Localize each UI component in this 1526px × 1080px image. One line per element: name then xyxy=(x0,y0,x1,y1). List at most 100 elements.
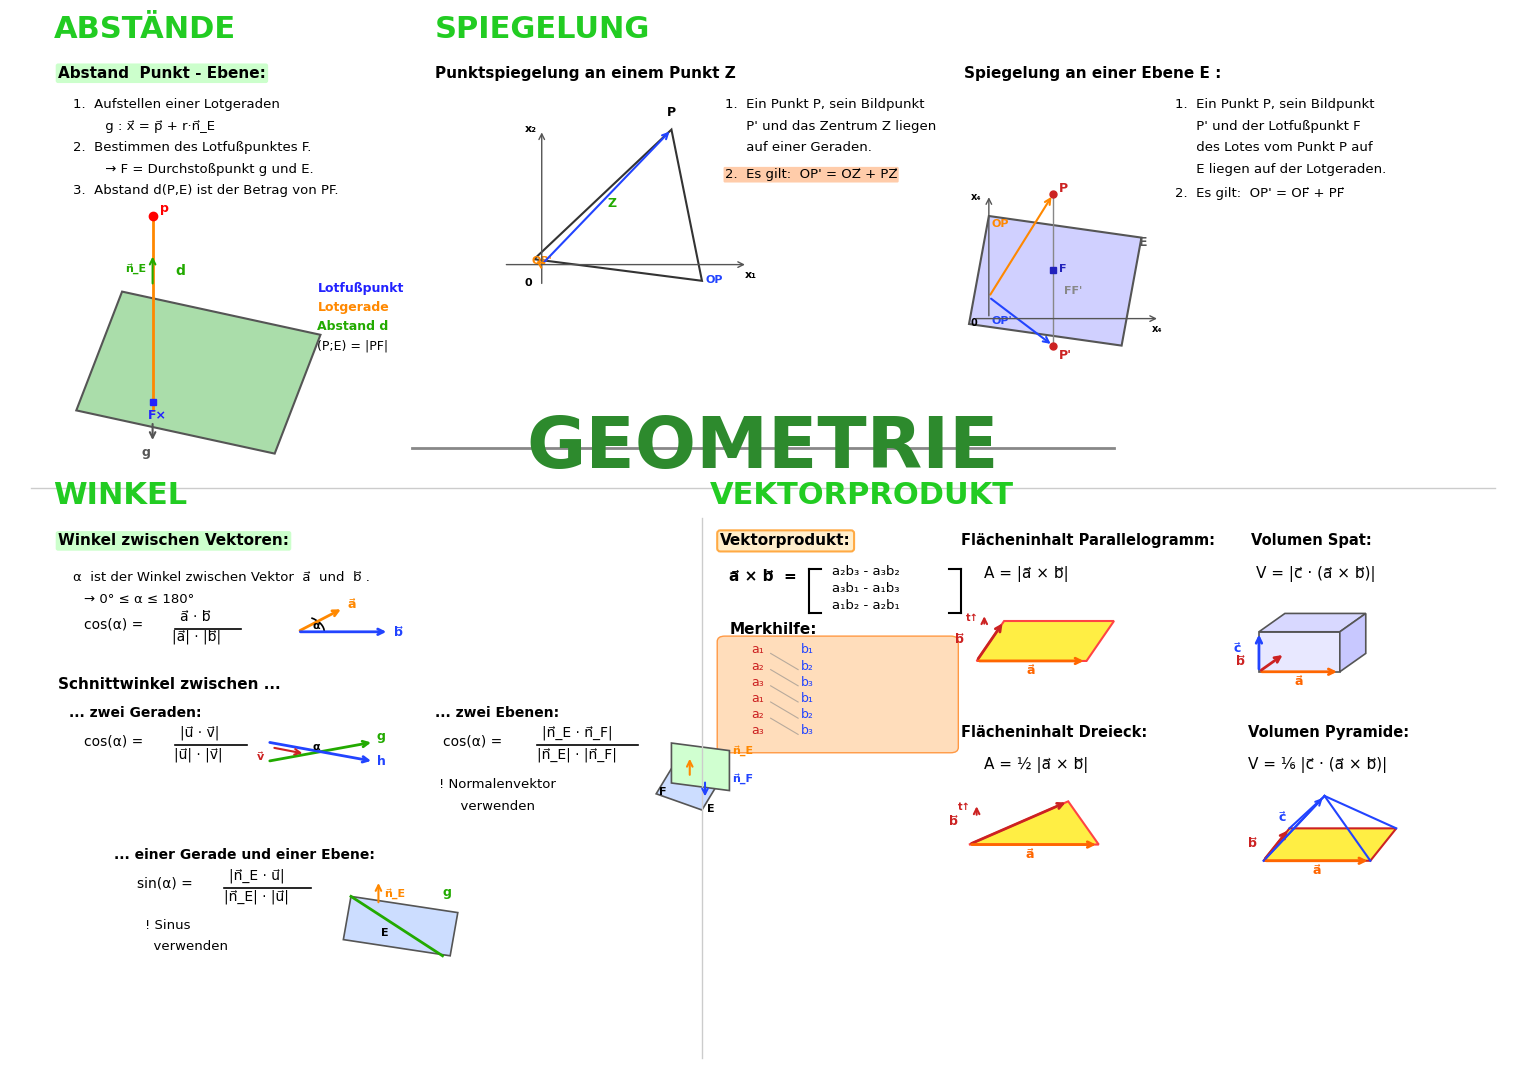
Polygon shape xyxy=(1340,613,1366,672)
Text: |n⃗_E · n⃗_F|: |n⃗_E · n⃗_F| xyxy=(542,726,612,740)
Text: g: g xyxy=(142,446,151,459)
Text: d: d xyxy=(175,265,185,279)
Text: FF': FF' xyxy=(1064,286,1082,296)
Text: b₃: b₃ xyxy=(801,676,813,689)
Text: a⃗: a⃗ xyxy=(348,598,357,611)
Text: Abstand  Punkt - Ebene:: Abstand Punkt - Ebene: xyxy=(58,66,266,81)
Text: cos(α) =: cos(α) = xyxy=(84,734,143,748)
Text: x₄: x₄ xyxy=(971,192,981,202)
FancyBboxPatch shape xyxy=(717,636,958,753)
Text: Abstand d: Abstand d xyxy=(317,321,389,334)
Text: b₂: b₂ xyxy=(801,660,813,673)
Text: F: F xyxy=(659,787,667,797)
Text: a₂: a₂ xyxy=(751,708,763,721)
Text: ... zwei Geraden:: ... zwei Geraden: xyxy=(69,706,201,720)
Polygon shape xyxy=(969,801,1099,845)
Polygon shape xyxy=(969,216,1141,346)
Text: a₁b₂ - a₂b₁: a₁b₂ - a₂b₁ xyxy=(832,599,899,612)
Text: n⃗_F: n⃗_F xyxy=(732,773,754,784)
Text: P': P' xyxy=(1059,349,1073,362)
Text: P: P xyxy=(1059,183,1068,195)
Text: Vektorprodukt:: Vektorprodukt: xyxy=(720,534,852,549)
Text: cos(α) =: cos(α) = xyxy=(443,734,502,748)
Polygon shape xyxy=(1264,828,1396,861)
Text: OP': OP' xyxy=(531,256,552,266)
Text: des Lotes vom Punkt P auf: des Lotes vom Punkt P auf xyxy=(1175,141,1373,154)
Text: Volumen Spat:: Volumen Spat: xyxy=(1251,534,1372,549)
Text: n⃗_E: n⃗_E xyxy=(732,745,754,756)
Text: 0: 0 xyxy=(971,319,977,328)
Polygon shape xyxy=(1259,632,1340,672)
Text: 0: 0 xyxy=(525,279,533,288)
Text: b⃗: b⃗ xyxy=(394,626,403,639)
Text: OP: OP xyxy=(705,275,722,285)
Text: Punktspiegelung an einem Punkt Z: Punktspiegelung an einem Punkt Z xyxy=(435,66,736,81)
Text: 1.  Ein Punkt P, sein Bildpunkt: 1. Ein Punkt P, sein Bildpunkt xyxy=(1175,98,1375,111)
Text: Flächeninhalt Dreieck:: Flächeninhalt Dreieck: xyxy=(961,725,1148,740)
Text: 2.  Es gilt:  OP' = OF⃗ + PF⃗: 2. Es gilt: OP' = OF⃗ + PF⃗ xyxy=(1175,187,1344,200)
Text: P' und das Zentrum Z liegen: P' und das Zentrum Z liegen xyxy=(725,120,935,133)
Text: n⃗_E: n⃗_E xyxy=(385,888,406,899)
Text: h: h xyxy=(377,755,386,768)
Text: Flächeninhalt Parallelogramm:: Flächeninhalt Parallelogramm: xyxy=(961,534,1215,549)
Text: g: g xyxy=(443,887,452,900)
Text: c⃗: c⃗ xyxy=(1279,811,1286,824)
Text: VEKTORPRODUKT: VEKTORPRODUKT xyxy=(710,482,1013,511)
Text: b⃗: b⃗ xyxy=(949,815,958,828)
Text: auf einer Geraden.: auf einer Geraden. xyxy=(725,141,871,154)
Text: E: E xyxy=(382,929,389,939)
Text: E liegen auf der Lotgeraden.: E liegen auf der Lotgeraden. xyxy=(1175,163,1386,176)
Text: α: α xyxy=(313,742,320,752)
Text: a₁: a₁ xyxy=(751,644,763,657)
Text: sin(α) =: sin(α) = xyxy=(137,877,194,891)
Text: |u⃗ · v⃗|: |u⃗ · v⃗| xyxy=(180,726,220,740)
Text: b₂: b₂ xyxy=(801,708,813,721)
Text: SPIEGELUNG: SPIEGELUNG xyxy=(435,15,650,44)
Text: a₃b₁ - a₁b₃: a₃b₁ - a₁b₃ xyxy=(832,582,899,595)
Text: ... zwei Ebenen:: ... zwei Ebenen: xyxy=(435,706,559,720)
Text: (P;E) = |PF|: (P;E) = |PF| xyxy=(317,340,389,353)
Text: verwenden: verwenden xyxy=(452,800,534,813)
Text: F×: F× xyxy=(148,409,166,422)
Text: ! Normalenvektor: ! Normalenvektor xyxy=(439,779,557,792)
Text: F: F xyxy=(1059,265,1067,274)
Text: 1.  Ein Punkt P, sein Bildpunkt: 1. Ein Punkt P, sein Bildpunkt xyxy=(725,98,925,111)
Text: cos(α) =: cos(α) = xyxy=(84,618,143,632)
Text: Winkel zwischen Vektoren:: Winkel zwischen Vektoren: xyxy=(58,534,288,549)
Text: Merkhilfe:: Merkhilfe: xyxy=(729,622,816,637)
Text: OP': OP' xyxy=(992,316,1013,326)
Text: 1.  Aufstellen einer Lotgeraden: 1. Aufstellen einer Lotgeraden xyxy=(73,98,281,111)
Text: WINKEL: WINKEL xyxy=(53,482,188,511)
Text: x₁: x₁ xyxy=(745,270,757,280)
Text: V = ⅙ |c⃗ · (a⃗ × b⃗)|: V = ⅙ |c⃗ · (a⃗ × b⃗)| xyxy=(1248,757,1387,773)
Text: Schnittwinkel zwischen ...: Schnittwinkel zwischen ... xyxy=(58,677,281,692)
Text: Lotfußpunkt: Lotfußpunkt xyxy=(317,282,404,295)
Text: |u⃗| · |v⃗|: |u⃗| · |v⃗| xyxy=(174,747,223,761)
Text: a⃗: a⃗ xyxy=(1025,848,1035,861)
Text: 2.  Bestimmen des Lotfußpunktes F.: 2. Bestimmen des Lotfußpunktes F. xyxy=(73,141,311,154)
Text: α  ist der Winkel zwischen Vektor  a⃗  und  b⃗ .: α ist der Winkel zwischen Vektor a⃗ und … xyxy=(73,571,371,584)
Text: E: E xyxy=(707,805,714,814)
Polygon shape xyxy=(671,743,729,791)
Text: Z: Z xyxy=(607,198,617,211)
Text: → 0° ≤ α ≤ 180°: → 0° ≤ α ≤ 180° xyxy=(84,593,194,606)
Text: x₂: x₂ xyxy=(525,124,537,134)
Text: ! Sinus: ! Sinus xyxy=(145,919,191,932)
Text: GEOMETRIE: GEOMETRIE xyxy=(526,414,1000,483)
Text: a⃗: a⃗ xyxy=(1294,675,1303,688)
Text: a⃗: a⃗ xyxy=(1312,864,1322,877)
Text: x₄: x₄ xyxy=(1152,324,1163,334)
Text: ABSTÄNDE: ABSTÄNDE xyxy=(53,15,235,44)
Text: Lotgerade: Lotgerade xyxy=(317,301,389,314)
Text: n⃗_E: n⃗_E xyxy=(125,264,146,274)
Text: Spiegelung an einer Ebene E :: Spiegelung an einer Ebene E : xyxy=(964,66,1222,81)
Text: a⃗ × b⃗  =: a⃗ × b⃗ = xyxy=(729,569,797,584)
Text: A = ½ |a⃗ × b⃗|: A = ½ |a⃗ × b⃗| xyxy=(984,757,1088,773)
Text: a₃: a₃ xyxy=(751,725,763,738)
Text: |n⃗_E · u⃗|: |n⃗_E · u⃗| xyxy=(229,868,284,882)
Text: a₃: a₃ xyxy=(751,676,763,689)
Text: t↑: t↑ xyxy=(958,802,971,812)
Text: E: E xyxy=(1138,237,1148,249)
Text: Volumen Pyramide:: Volumen Pyramide: xyxy=(1248,725,1410,740)
Text: verwenden: verwenden xyxy=(145,941,227,954)
